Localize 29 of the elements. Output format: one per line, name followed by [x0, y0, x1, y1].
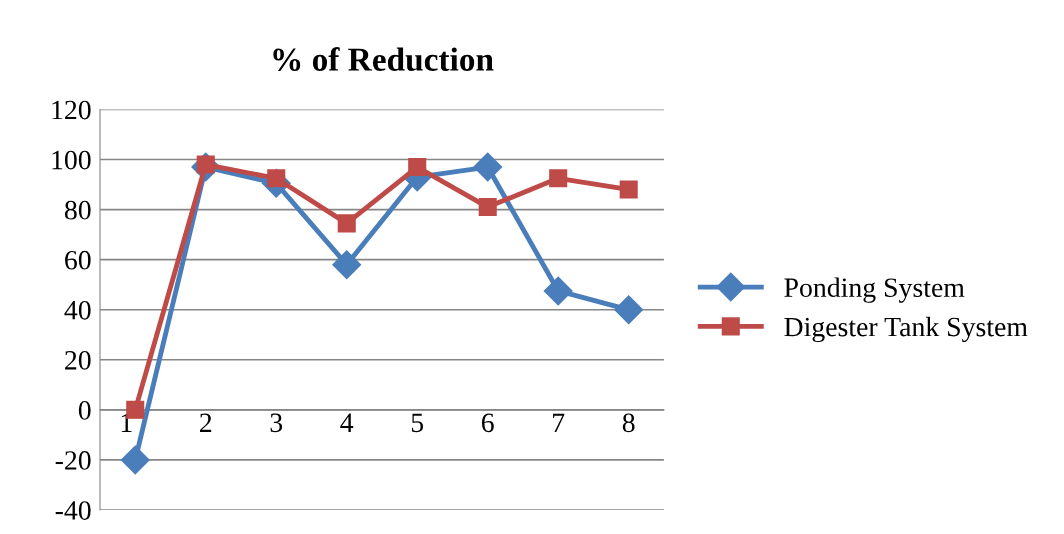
legend-label: Digester Tank System	[784, 316, 1028, 343]
point	[619, 180, 638, 199]
point	[543, 276, 573, 306]
point	[549, 169, 568, 188]
point	[473, 152, 503, 182]
y-tick-label: 40	[64, 300, 91, 320]
point	[120, 445, 150, 475]
y-tick-label: -40	[55, 501, 91, 520]
point	[332, 250, 362, 280]
y-tick-label: 120	[52, 100, 91, 120]
point	[614, 295, 644, 325]
x-tick-label: 7	[553, 413, 565, 432]
y-tick-label: 80	[64, 200, 91, 220]
y-tick-label: 60	[65, 250, 91, 270]
point	[337, 214, 356, 233]
y-tick-label: 0	[78, 401, 91, 420]
y-tick-label: 20	[65, 350, 91, 370]
x-tick-label: 6	[481, 413, 494, 433]
point	[478, 198, 497, 217]
legend-label: Ponding System	[784, 277, 965, 303]
x-tick-label: 5	[411, 413, 424, 433]
x-tick-label: 2	[200, 413, 212, 432]
x-tick-label: 3	[270, 413, 283, 433]
chart-title: % of Reduction	[273, 47, 494, 72]
x-tick-label: 4	[340, 413, 354, 432]
x-tick-label: 8	[622, 413, 635, 433]
y-tick-label: -20	[55, 451, 91, 470]
point	[408, 158, 427, 177]
y-tick-label: 100	[52, 150, 91, 170]
